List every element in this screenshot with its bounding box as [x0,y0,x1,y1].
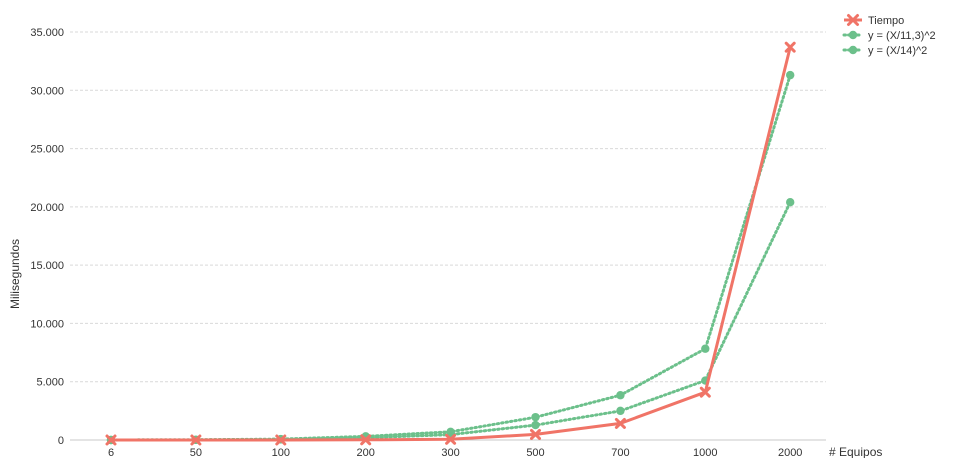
legend-marker [848,30,858,40]
data-point [786,70,795,80]
x-tick-label: 500 [526,447,544,458]
data-point [190,434,202,446]
y-tick-label: 15.000 [30,260,64,272]
series-lines [105,41,796,446]
series-3 [106,197,795,445]
x-axis-title: # Equipos [829,445,882,458]
y-axis: 0 5.000 10.000 15.000 20.000 25.000 30.000 35.0… [30,27,64,447]
data-point [784,41,796,53]
gridlines [70,31,826,383]
data-point [616,406,625,416]
x-tick-label: 100 [272,447,290,458]
data-point [786,197,795,207]
y-tick-label: 20.000 [30,202,64,214]
x-tick-label: 2000 [778,447,802,458]
y-tick-label: 10.000 [30,318,64,330]
data-point [616,391,625,400]
data-point [699,386,711,398]
x-tick-label: 200 [357,447,375,458]
legend-label: y = (X/14)^2 [868,45,927,57]
data-point [275,434,287,446]
data-point [614,417,626,429]
data-point [530,428,541,440]
series-line [109,73,792,442]
x-tick-label: 50 [190,447,202,458]
y-tick-label: 5.000 [36,377,64,389]
x-tick-label: 700 [611,447,629,458]
legend-marker [847,14,859,26]
series-line [109,200,792,442]
legend-label: Tiempo [868,15,904,27]
legend-marker [848,45,858,55]
data-point [445,433,457,445]
data-point [360,434,372,446]
x-tick-label: 6 [108,447,114,458]
legend-item: Tiempo [844,14,904,27]
y-tick-label: 25.000 [30,144,64,156]
y-tick-label: 0 [58,435,64,447]
data-point [701,344,710,353]
y-axis-title: Milisegundos [8,239,22,309]
x-tick-label: 1000 [693,447,717,458]
y-tick-label: 30.000 [30,85,64,97]
series-line [111,46,792,442]
legend: Tiempo y = (X/11,3)^2 y = (X/14)^2 [842,14,936,57]
y-tick-label: 35.000 [30,27,64,39]
data-point [105,434,117,446]
x-tick-label: 300 [441,447,459,458]
legend-item: y = (X/14)^2 [842,45,927,57]
series-2 [106,70,795,445]
series-1 [105,41,796,446]
legend-item: y = (X/11,3)^2 [842,30,936,42]
legend-label: y = (X/11,3)^2 [868,30,936,42]
data-point [531,420,540,430]
data-point [531,412,540,422]
